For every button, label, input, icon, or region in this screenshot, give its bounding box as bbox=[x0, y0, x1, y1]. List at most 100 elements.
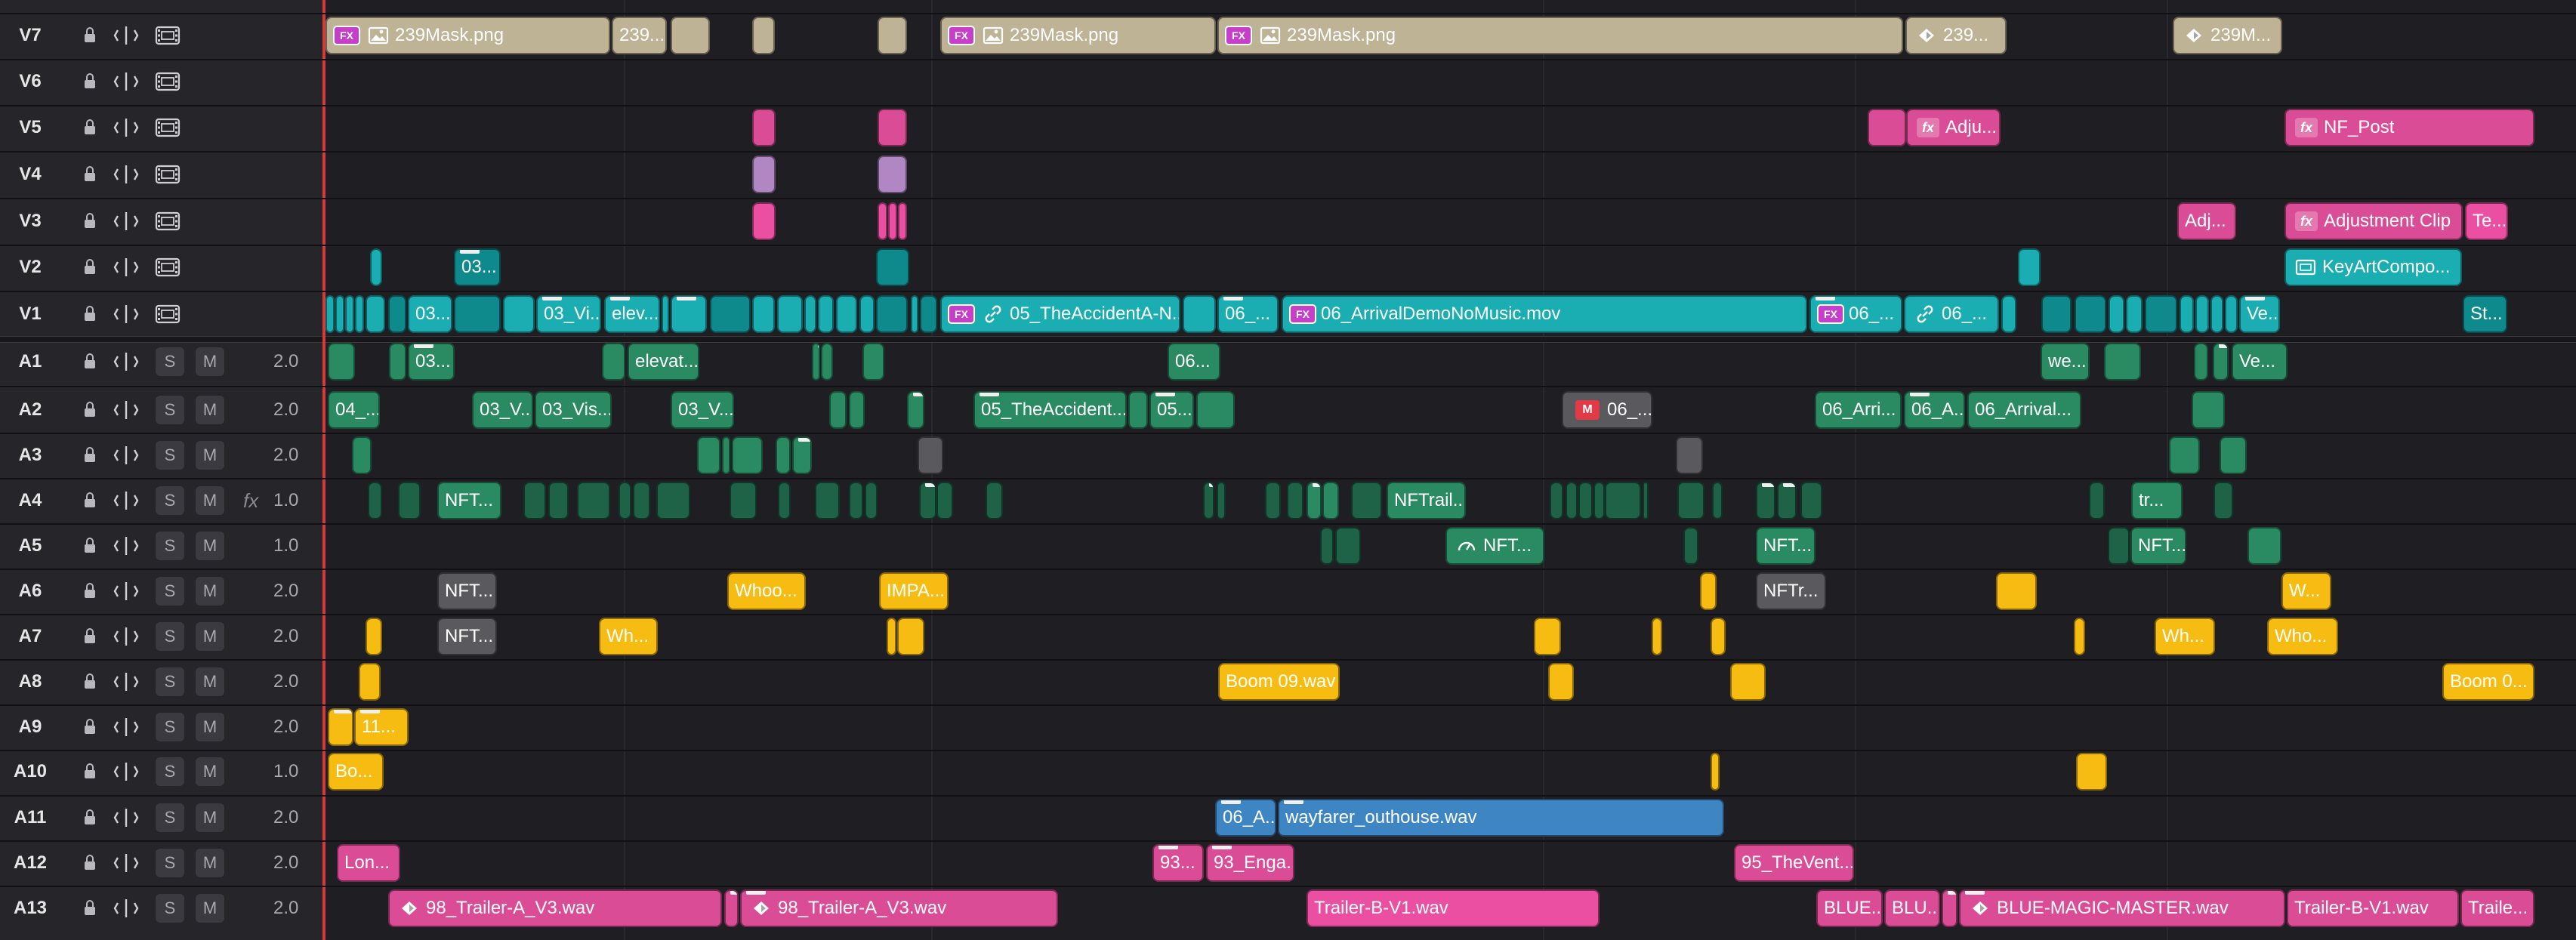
clip[interactable] bbox=[389, 343, 406, 381]
track-enable-icon[interactable] bbox=[155, 117, 180, 138]
clip[interactable] bbox=[398, 482, 421, 519]
clip[interactable] bbox=[359, 663, 381, 701]
clip[interactable] bbox=[1643, 482, 1649, 519]
clip[interactable] bbox=[671, 295, 707, 333]
solo-button[interactable]: S bbox=[156, 667, 184, 696]
clip[interactable] bbox=[730, 482, 757, 519]
clip[interactable]: Boom 0... bbox=[2442, 663, 2534, 701]
clip[interactable] bbox=[1320, 527, 1334, 565]
clip[interactable] bbox=[523, 482, 546, 519]
lock-track-icon[interactable] bbox=[77, 490, 103, 511]
auto-select-track-icon[interactable] bbox=[113, 304, 139, 325]
clip[interactable]: M 06_... bbox=[1562, 391, 1652, 429]
lock-track-icon[interactable] bbox=[77, 257, 103, 278]
clip[interactable]: 06_Arrival... bbox=[1967, 391, 2081, 429]
auto-select-track-icon[interactable] bbox=[113, 71, 139, 92]
clip[interactable] bbox=[722, 436, 730, 474]
clip[interactable] bbox=[1677, 482, 1704, 519]
solo-button[interactable]: S bbox=[156, 486, 184, 515]
clip[interactable] bbox=[2225, 295, 2238, 333]
track-volume-value[interactable]: 2.0 bbox=[273, 445, 299, 465]
clip[interactable]: 03_Vis... bbox=[535, 391, 612, 429]
clip[interactable] bbox=[752, 17, 775, 54]
track-enable-icon[interactable] bbox=[155, 71, 180, 92]
clip[interactable] bbox=[1777, 482, 1797, 519]
auto-select-track-icon[interactable] bbox=[113, 852, 139, 874]
lock-track-icon[interactable] bbox=[77, 898, 103, 919]
clip[interactable]: NFTrail... bbox=[1387, 482, 1466, 519]
clip[interactable] bbox=[1128, 391, 1148, 429]
solo-button[interactable]: S bbox=[156, 757, 184, 786]
clip[interactable] bbox=[1322, 482, 1339, 519]
clip[interactable]: tr... bbox=[2131, 482, 2183, 519]
clip[interactable]: 05_TheAccident... bbox=[973, 391, 1127, 429]
solo-button[interactable]: S bbox=[156, 894, 184, 923]
clip[interactable] bbox=[812, 343, 820, 381]
clip[interactable] bbox=[876, 295, 908, 333]
clip[interactable] bbox=[352, 436, 372, 474]
clip[interactable]: 03... bbox=[408, 343, 455, 381]
auto-select-track-icon[interactable] bbox=[113, 164, 139, 185]
clip[interactable] bbox=[1578, 482, 1593, 519]
clip[interactable]: 11... bbox=[354, 708, 409, 746]
clip[interactable] bbox=[1605, 482, 1641, 519]
clip[interactable]: St... bbox=[2463, 295, 2507, 333]
clip[interactable] bbox=[335, 295, 344, 333]
clip[interactable] bbox=[1711, 753, 1720, 791]
mute-button[interactable]: M bbox=[196, 532, 224, 560]
mute-button[interactable]: M bbox=[196, 667, 224, 696]
lock-track-icon[interactable] bbox=[77, 25, 103, 46]
solo-button[interactable]: S bbox=[156, 803, 184, 832]
clip[interactable]: NFT... bbox=[1756, 527, 1816, 565]
clip[interactable] bbox=[2210, 295, 2223, 333]
clip[interactable]: IMPA... bbox=[879, 572, 949, 610]
solo-button[interactable]: S bbox=[156, 577, 184, 606]
auto-select-track-icon[interactable] bbox=[113, 535, 139, 556]
clip[interactable] bbox=[865, 482, 878, 519]
clip[interactable] bbox=[2220, 436, 2247, 474]
track-volume-value[interactable]: 1.0 bbox=[273, 761, 299, 781]
clip[interactable]: Who... bbox=[2267, 618, 2338, 655]
clip[interactable] bbox=[878, 202, 887, 240]
clip[interactable] bbox=[815, 482, 840, 519]
clip[interactable]: 06_A... bbox=[1904, 391, 1965, 429]
clip[interactable] bbox=[752, 202, 776, 240]
clip[interactable]: FX 239Mask.png bbox=[940, 17, 1216, 54]
clip[interactable] bbox=[804, 295, 816, 333]
auto-select-track-icon[interactable] bbox=[113, 717, 139, 738]
clip[interactable] bbox=[911, 295, 918, 333]
mute-button[interactable]: M bbox=[196, 894, 224, 923]
clip[interactable]: BLUE-MAGIC-MASTER.wav bbox=[1959, 889, 2285, 927]
clip[interactable] bbox=[878, 109, 907, 146]
clip[interactable] bbox=[1566, 482, 1578, 519]
clip[interactable] bbox=[2076, 753, 2107, 791]
lock-track-icon[interactable] bbox=[77, 807, 103, 828]
track-volume-value[interactable]: 1.0 bbox=[273, 490, 299, 510]
lock-track-icon[interactable] bbox=[77, 761, 103, 782]
clip[interactable] bbox=[2074, 618, 2085, 655]
track-volume-value[interactable]: 2.0 bbox=[273, 626, 299, 646]
clip[interactable]: 04_... bbox=[328, 391, 380, 429]
clip[interactable] bbox=[1550, 482, 1563, 519]
solo-button[interactable]: S bbox=[156, 347, 184, 376]
clip[interactable] bbox=[724, 889, 739, 927]
clip[interactable] bbox=[862, 343, 884, 381]
track-volume-value[interactable]: 2.0 bbox=[273, 898, 299, 918]
clip[interactable]: 06... bbox=[1168, 343, 1220, 381]
clip[interactable] bbox=[2145, 295, 2177, 333]
clip[interactable] bbox=[907, 391, 924, 429]
solo-button[interactable]: S bbox=[156, 396, 184, 424]
clip[interactable] bbox=[2018, 248, 2041, 286]
clip[interactable]: FX 06_ArrivalDemoNoMusic.mov bbox=[1282, 295, 1807, 333]
auto-select-track-icon[interactable] bbox=[113, 211, 139, 232]
clip[interactable]: 93... bbox=[1152, 844, 1204, 882]
track-volume-value[interactable]: 2.0 bbox=[273, 399, 299, 420]
clip[interactable] bbox=[2192, 391, 2225, 429]
clip[interactable] bbox=[2180, 295, 2194, 333]
clip[interactable] bbox=[1711, 618, 1726, 655]
clip[interactable] bbox=[778, 482, 791, 519]
clip[interactable] bbox=[454, 295, 501, 333]
lock-track-icon[interactable] bbox=[77, 626, 103, 647]
lock-track-icon[interactable] bbox=[77, 351, 103, 372]
clip[interactable] bbox=[2169, 436, 2200, 474]
